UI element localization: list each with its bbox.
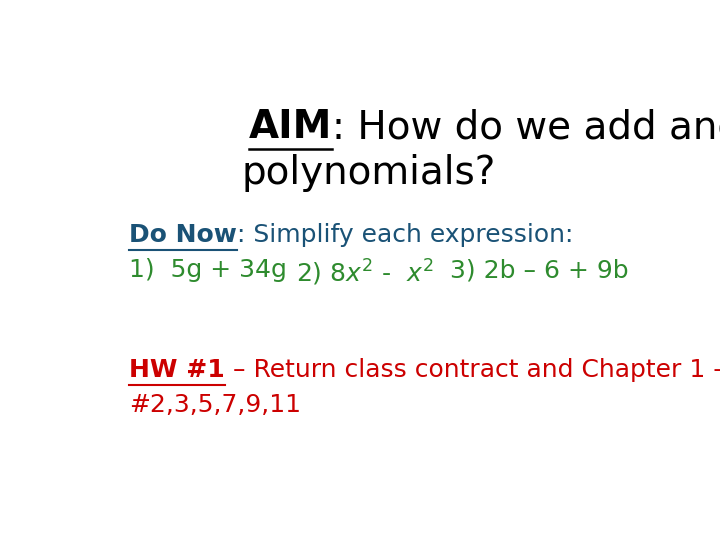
Text: 3) 2b – 6 + 9b: 3) 2b – 6 + 9b [450, 258, 629, 282]
Text: 1)  5g + 34g: 1) 5g + 34g [129, 258, 287, 282]
Text: – Return class contract and Chapter 1 – pg 12: – Return class contract and Chapter 1 – … [225, 358, 720, 382]
Text: : How do we add and subtract: : How do we add and subtract [333, 109, 720, 146]
Text: polynomials?: polynomials? [242, 154, 496, 192]
Text: Do Now: Do Now [129, 223, 237, 247]
Text: HW #1: HW #1 [129, 358, 225, 382]
Text: 2) $8x^2$ -  $x^2$: 2) $8x^2$ - $x^2$ [297, 258, 434, 288]
Text: #2,3,5,7,9,11: #2,3,5,7,9,11 [129, 393, 301, 417]
Text: : Simplify each expression:: : Simplify each expression: [237, 223, 573, 247]
Text: AIM: AIM [249, 109, 333, 146]
